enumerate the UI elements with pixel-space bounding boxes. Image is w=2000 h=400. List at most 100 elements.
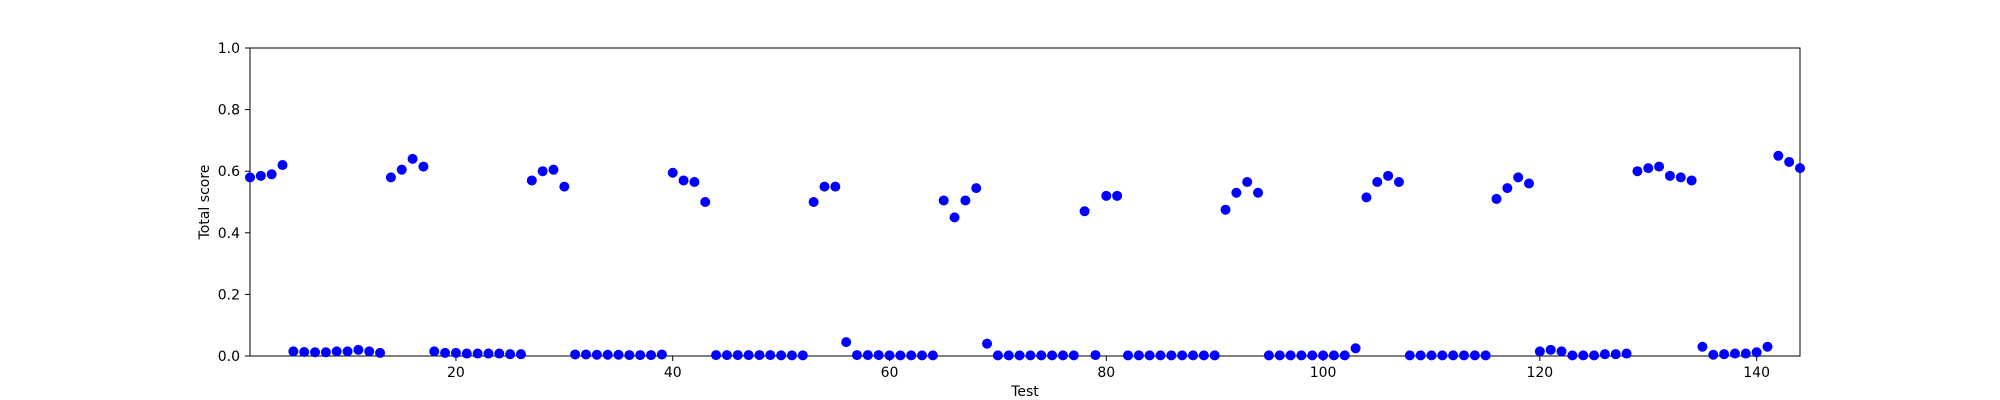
- data-point: [743, 350, 754, 361]
- y-tick-label: 0.8: [218, 103, 240, 119]
- data-point: [375, 347, 386, 358]
- data-point: [1643, 163, 1654, 174]
- data-point: [711, 350, 722, 361]
- data-point: [1426, 350, 1437, 361]
- x-tick-label: 120: [1526, 365, 1553, 381]
- data-point: [1047, 350, 1058, 361]
- data-point: [1415, 350, 1426, 361]
- data-point: [1437, 350, 1448, 361]
- data-point: [1762, 341, 1773, 352]
- data-point: [1513, 172, 1524, 183]
- data-point: [927, 350, 938, 361]
- data-point: [1144, 350, 1155, 361]
- data-point: [548, 164, 559, 175]
- data-point: [1166, 350, 1177, 361]
- data-point: [1003, 350, 1014, 361]
- x-tick-label: 140: [1743, 365, 1770, 381]
- data-point: [494, 348, 505, 359]
- data-point: [851, 350, 862, 361]
- data-point: [1112, 190, 1123, 201]
- data-point: [526, 175, 537, 186]
- data-point: [1274, 350, 1285, 361]
- data-point: [1068, 350, 1079, 361]
- data-point: [721, 350, 732, 361]
- data-point: [559, 181, 570, 192]
- data-point: [1708, 349, 1719, 360]
- data-point: [1686, 175, 1697, 186]
- data-point: [1664, 170, 1675, 181]
- data-point: [1773, 150, 1784, 161]
- data-point: [1545, 344, 1556, 355]
- data-point: [1393, 176, 1404, 187]
- data-point: [1328, 350, 1339, 361]
- data-point: [613, 349, 624, 360]
- data-point: [873, 350, 884, 361]
- data-point: [364, 346, 375, 357]
- data-point: [1057, 350, 1068, 361]
- x-axis-ticks: 20 40 60 80 100 120 140: [447, 356, 1770, 381]
- data-point: [515, 349, 526, 360]
- data-point: [1578, 350, 1589, 361]
- data-point: [1079, 206, 1090, 217]
- data-point: [472, 348, 483, 359]
- data-point: [1480, 350, 1491, 361]
- data-point: [353, 344, 364, 355]
- data-point: [862, 350, 873, 361]
- data-point: [949, 212, 960, 223]
- data-point: [440, 347, 451, 358]
- data-point: [255, 170, 266, 181]
- data-point: [992, 350, 1003, 361]
- x-tick-label: 60: [881, 365, 899, 381]
- data-point: [407, 153, 418, 164]
- data-point: [1307, 350, 1318, 361]
- data-point: [1448, 350, 1459, 361]
- data-point: [1383, 170, 1394, 181]
- data-point: [1090, 350, 1101, 361]
- data-point: [1697, 341, 1708, 352]
- data-point: [700, 197, 711, 207]
- data-point: [884, 350, 895, 361]
- data-point: [1198, 350, 1209, 361]
- data-point: [938, 195, 949, 206]
- data-point: [1610, 349, 1621, 360]
- data-point: [277, 160, 288, 171]
- x-axis-label: Test: [1010, 384, 1039, 400]
- y-tick-label: 0.6: [218, 164, 240, 180]
- data-point: [1524, 178, 1535, 189]
- data-point: [1155, 350, 1166, 361]
- data-point: [1469, 350, 1480, 361]
- data-point: [450, 347, 461, 358]
- data-point: [971, 183, 982, 194]
- data-point: [1632, 166, 1643, 177]
- data-point: [1242, 176, 1253, 187]
- data-point: [895, 350, 906, 361]
- data-point: [288, 346, 299, 357]
- data-point: [819, 181, 830, 192]
- data-point: [1318, 350, 1329, 361]
- data-point: [1784, 156, 1795, 167]
- data-point: [1133, 350, 1144, 361]
- data-point: [331, 346, 342, 357]
- y-axis-ticks: 0.0 0.2 0.4 0.6 0.8 1.0: [218, 41, 250, 365]
- data-point: [310, 347, 321, 358]
- data-point: [667, 167, 678, 178]
- data-point: [1567, 350, 1578, 361]
- data-point: [1795, 163, 1805, 174]
- data-point: [342, 346, 353, 357]
- data-point: [1350, 343, 1361, 354]
- data-point: [266, 169, 277, 180]
- data-point: [1491, 193, 1502, 204]
- data-point: [776, 350, 787, 361]
- data-point: [689, 176, 700, 187]
- data-point: [537, 166, 548, 177]
- data-point: [483, 348, 494, 359]
- data-point: [646, 350, 657, 361]
- data-point: [678, 175, 689, 186]
- data-point: [656, 349, 667, 360]
- y-tick-label: 0.0: [218, 349, 240, 365]
- data-point: [505, 349, 516, 360]
- data-point: [754, 350, 765, 361]
- data-point: [299, 346, 310, 357]
- data-point: [1220, 204, 1231, 215]
